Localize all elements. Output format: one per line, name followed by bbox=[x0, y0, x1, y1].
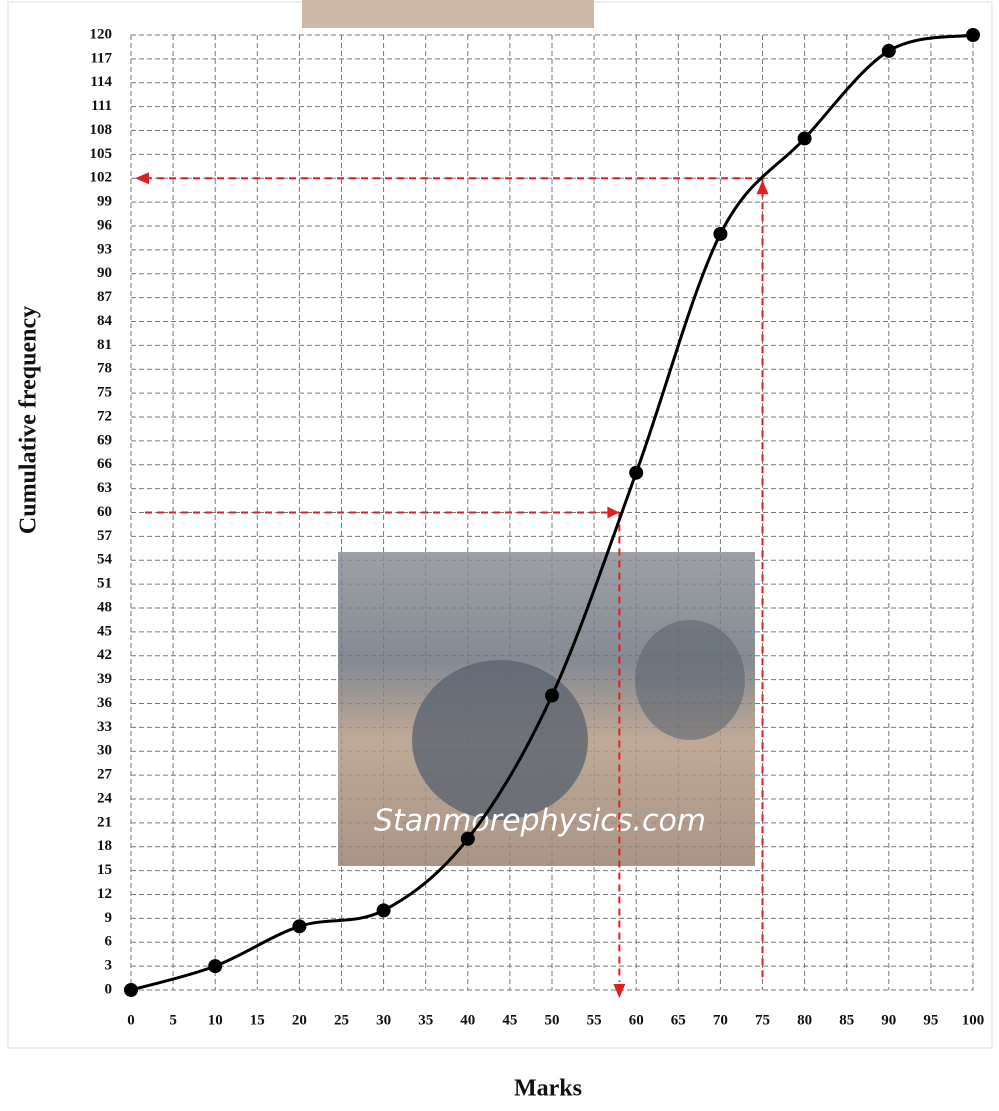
x-tick-label: 10 bbox=[208, 1012, 223, 1028]
y-tick-label: 30 bbox=[97, 743, 112, 759]
cropped-photo bbox=[302, 0, 594, 28]
x-tick-label: 95 bbox=[923, 1012, 938, 1028]
y-tick-label: 84 bbox=[97, 313, 113, 329]
point bbox=[292, 919, 306, 933]
y-tick-label: 39 bbox=[97, 671, 112, 687]
y-tick-label: 93 bbox=[97, 241, 112, 257]
pot bbox=[635, 620, 745, 740]
x-tick-label: 80 bbox=[797, 1012, 812, 1028]
y-tick-label: 12 bbox=[97, 886, 112, 902]
y-tick-label: 99 bbox=[97, 194, 112, 210]
y-tick-label: 48 bbox=[97, 599, 112, 615]
x-tick-label: 85 bbox=[839, 1012, 854, 1028]
y-tick-label: 81 bbox=[97, 337, 112, 353]
point bbox=[882, 44, 896, 58]
x-tick-label: 60 bbox=[629, 1012, 644, 1028]
point bbox=[798, 131, 812, 145]
y-tick-label: 18 bbox=[97, 838, 112, 854]
point bbox=[713, 227, 727, 241]
x-tick-label: 50 bbox=[545, 1012, 560, 1028]
y-tick-label: 33 bbox=[97, 719, 112, 735]
y-tick-label: 75 bbox=[97, 385, 112, 401]
y-tick-label: 54 bbox=[97, 552, 113, 568]
y-tick-label: 0 bbox=[105, 981, 113, 997]
x-tick-label: 100 bbox=[962, 1012, 985, 1028]
y-tick-label: 36 bbox=[97, 695, 113, 711]
y-tick-label: 105 bbox=[90, 146, 113, 162]
x-tick-label: 90 bbox=[881, 1012, 896, 1028]
x-tick-label: 5 bbox=[169, 1012, 177, 1028]
y-tick-label: 108 bbox=[90, 122, 113, 138]
y-tick-label: 66 bbox=[97, 456, 113, 472]
x-tick-label: 45 bbox=[502, 1012, 517, 1028]
x-tick-label: 70 bbox=[713, 1012, 728, 1028]
chart: Stanmorephysics.com Marks Cumulative fre… bbox=[0, 0, 999, 1106]
y-axis-label: Cumulative frequency bbox=[16, 306, 42, 534]
x-tick-label: 15 bbox=[250, 1012, 265, 1028]
x-tick-label: 65 bbox=[671, 1012, 686, 1028]
arrow-head bbox=[135, 172, 149, 184]
x-tick-label: 25 bbox=[334, 1012, 349, 1028]
point bbox=[629, 466, 643, 480]
chart-frame bbox=[8, 2, 992, 1048]
x-tick-label: 30 bbox=[376, 1012, 391, 1028]
y-tick-label: 87 bbox=[97, 289, 113, 305]
x-axis-label: Marks bbox=[514, 1076, 582, 1102]
point bbox=[966, 28, 980, 42]
y-tick-label: 90 bbox=[97, 265, 112, 281]
point bbox=[208, 959, 222, 973]
y-tick-label: 111 bbox=[91, 98, 112, 114]
point bbox=[377, 903, 391, 917]
y-tick-label: 3 bbox=[105, 958, 113, 974]
y-tick-label: 24 bbox=[97, 790, 113, 806]
y-tick-label: 57 bbox=[97, 528, 113, 544]
y-tick-label: 27 bbox=[97, 767, 113, 783]
x-tick-label: 40 bbox=[460, 1012, 475, 1028]
y-tick-label: 21 bbox=[97, 814, 112, 830]
y-tick-label: 63 bbox=[97, 480, 112, 496]
y-tick-label: 120 bbox=[90, 26, 113, 42]
x-tick-label: 35 bbox=[418, 1012, 433, 1028]
watermark: Stanmorephysics.com bbox=[374, 804, 706, 839]
arrow-head bbox=[607, 507, 619, 519]
x-tick-label: 55 bbox=[587, 1012, 602, 1028]
arrow-head bbox=[613, 984, 625, 998]
y-tick-label: 96 bbox=[97, 217, 113, 233]
point bbox=[545, 689, 559, 703]
y-tick-label: 72 bbox=[97, 408, 112, 424]
y-tick-label: 69 bbox=[97, 432, 112, 448]
y-tick-label: 9 bbox=[105, 910, 113, 926]
y-tick-label: 6 bbox=[105, 934, 113, 950]
x-tick-label: 0 bbox=[127, 1012, 135, 1028]
point bbox=[124, 983, 138, 997]
y-tick-label: 102 bbox=[90, 170, 113, 186]
y-tick-label: 117 bbox=[90, 50, 112, 66]
y-tick-label: 15 bbox=[97, 862, 112, 878]
y-tick-label: 51 bbox=[97, 576, 112, 592]
y-tick-label: 114 bbox=[90, 74, 112, 90]
y-tick-label: 60 bbox=[97, 504, 112, 520]
point bbox=[461, 832, 475, 846]
y-tick-label: 42 bbox=[97, 647, 112, 663]
y-tick-label: 45 bbox=[97, 623, 112, 639]
y-tick-label: 78 bbox=[97, 361, 112, 377]
x-tick-label: 75 bbox=[755, 1012, 770, 1028]
x-tick-label: 20 bbox=[292, 1012, 307, 1028]
pot bbox=[412, 660, 588, 820]
